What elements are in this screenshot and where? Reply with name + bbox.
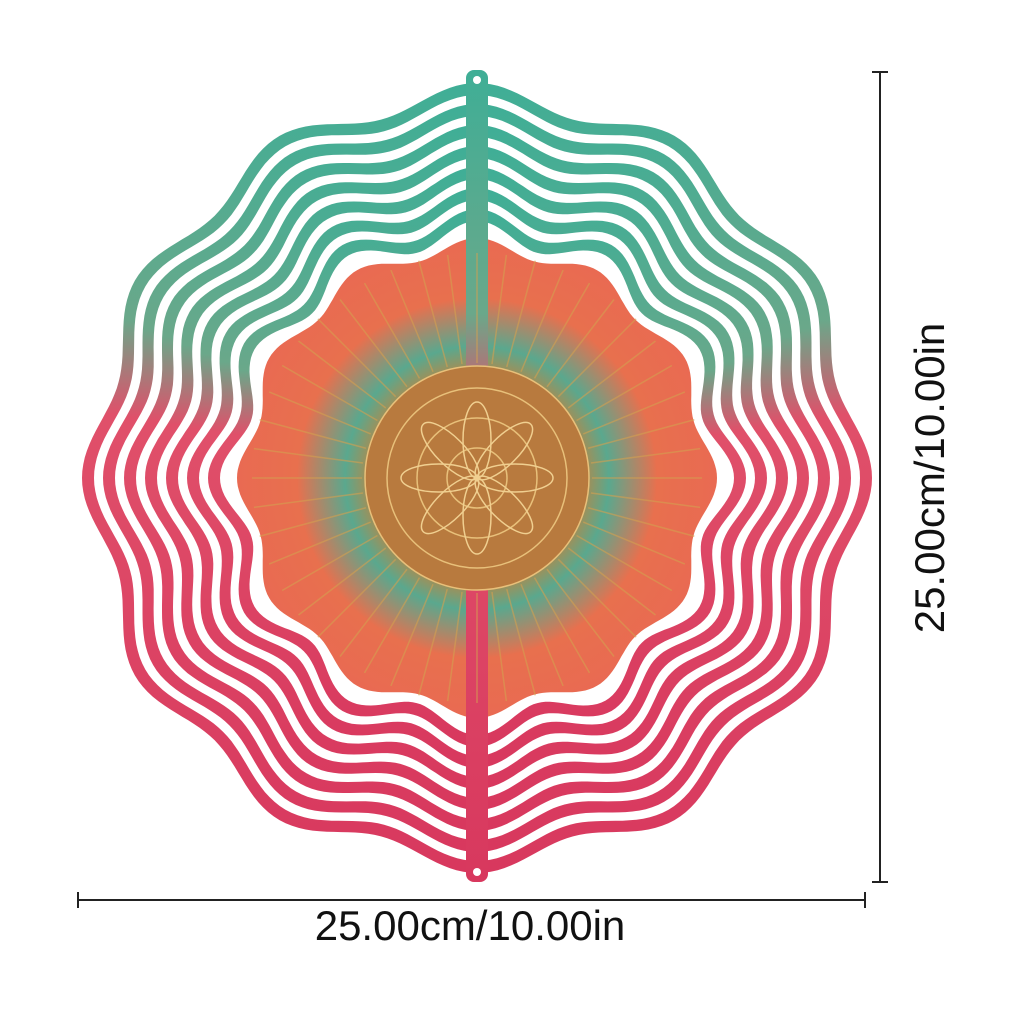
sun-ray — [446, 254, 463, 365]
sun-ray — [268, 521, 372, 565]
sun-ray — [557, 558, 637, 638]
sun-ray — [533, 282, 591, 379]
sun-ray — [281, 364, 378, 422]
sun-ray — [390, 583, 434, 687]
width-label: 25.00cm/10.00in — [314, 902, 626, 949]
sun-ray — [506, 588, 536, 696]
top-hole — [473, 76, 481, 84]
sun-ray — [253, 447, 364, 464]
sun-ray — [298, 340, 387, 409]
sun-ray — [259, 419, 367, 449]
sun-ray — [582, 521, 686, 565]
sun-ray — [259, 507, 367, 537]
sun-ray — [253, 492, 364, 509]
sun-ray — [298, 547, 387, 616]
sun-ray — [363, 282, 421, 379]
sun-ray — [590, 447, 701, 464]
sun-ray — [587, 507, 695, 537]
sun-ray — [546, 568, 615, 657]
sun-ray — [582, 391, 686, 435]
sun-ray — [567, 547, 656, 616]
sun-ray — [491, 591, 508, 702]
mandala-center — [252, 253, 702, 703]
sun-ray — [520, 583, 564, 687]
sun-ray — [446, 591, 463, 702]
sun-ray — [339, 299, 408, 388]
sun-ray — [590, 492, 701, 509]
sun-ray — [567, 340, 656, 409]
sun-ray — [339, 568, 408, 657]
sun-ray — [317, 558, 397, 638]
mandala-petal — [420, 421, 480, 481]
sun-ray — [491, 254, 508, 365]
sun-ray — [418, 588, 448, 696]
height-label: 25.00cm/10.00in — [906, 322, 953, 634]
sun-ray — [363, 577, 421, 674]
sun-ray — [520, 269, 564, 373]
mandala-ring — [446, 447, 508, 509]
sun-ray — [390, 269, 434, 373]
sun-ray — [533, 577, 591, 674]
sun-ray — [587, 419, 695, 449]
sun-ray — [268, 391, 372, 435]
sun-ray — [281, 534, 378, 592]
mandala-ring — [416, 417, 538, 539]
sun-ray — [546, 299, 615, 388]
sun-ray — [506, 260, 536, 368]
sun-ray — [418, 260, 448, 368]
sun-ray — [557, 318, 637, 398]
bottom-hole — [473, 868, 481, 876]
sun-ray — [317, 318, 397, 398]
mandala-ring — [386, 387, 568, 569]
sun-ray — [576, 534, 673, 592]
sun-ray — [576, 364, 673, 422]
